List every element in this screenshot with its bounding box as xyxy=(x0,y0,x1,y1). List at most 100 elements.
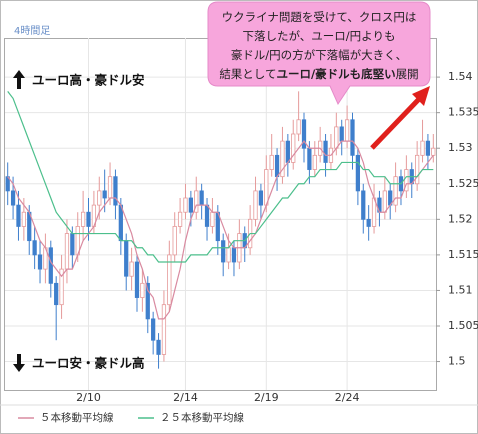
y-tick-label: 1.52 xyxy=(448,212,473,225)
candle-body xyxy=(21,211,26,227)
candle-body xyxy=(102,190,107,199)
legend-label: ２５本移動平均線 xyxy=(160,411,244,424)
candle-body xyxy=(269,154,274,170)
candle-body xyxy=(151,318,156,341)
candle-body xyxy=(291,133,296,163)
candle-body xyxy=(323,140,328,163)
y-tick-label: 1.5 xyxy=(448,355,466,368)
candle-body xyxy=(231,247,237,263)
candle-body xyxy=(80,211,86,227)
candle-body xyxy=(32,240,37,256)
callout-line: 下落したが、ユーロ/円よりも xyxy=(243,29,396,43)
candle-body xyxy=(221,240,226,263)
candle-body xyxy=(253,190,258,220)
callout-segment: 展開 xyxy=(396,67,419,81)
candle-body xyxy=(16,204,21,227)
candle-body xyxy=(307,147,312,170)
annotation: ユーロ安・豪ドル高 xyxy=(32,356,145,371)
candle-body xyxy=(172,226,177,256)
candle-body xyxy=(393,176,398,206)
annotation: ユーロ高・豪ドル安 xyxy=(32,73,145,88)
candle-body xyxy=(183,197,188,213)
callout-segment: ウクライナ問題を受けて、クロス円は xyxy=(222,10,417,24)
moving-average-line xyxy=(7,90,434,263)
candle-body xyxy=(199,190,204,206)
candle-body xyxy=(167,254,172,306)
candle-body xyxy=(48,247,53,284)
candle-body xyxy=(194,190,199,213)
callout-segment: 結果として xyxy=(219,67,276,81)
candle-body xyxy=(124,240,129,277)
moving-average-line xyxy=(7,140,434,320)
down-arrow xyxy=(13,354,25,372)
candle-body xyxy=(431,147,436,156)
candle-body xyxy=(404,169,409,192)
candle-body xyxy=(344,119,350,142)
candle-body xyxy=(161,304,167,355)
candle-body xyxy=(296,119,301,135)
y-tick-label: 1.525 xyxy=(448,177,478,190)
candle-body xyxy=(156,339,161,355)
candle-body xyxy=(382,190,387,213)
candle-body xyxy=(210,211,215,227)
candle-body xyxy=(264,169,269,206)
candle-body xyxy=(355,154,361,192)
x-tick-label: 2/14 xyxy=(173,391,198,404)
x-tick-label: 2/19 xyxy=(254,391,279,404)
candle-body xyxy=(339,126,344,142)
candle-body xyxy=(334,126,339,149)
callout: ウクライナ問題を受けて、クロス円は下落したが、ユーロ/円よりも豪ドル/円の方が下… xyxy=(207,1,431,106)
candle-body xyxy=(37,254,43,270)
candle-body xyxy=(415,154,420,185)
y-tick-label: 1.54 xyxy=(448,70,473,83)
y-tick-label: 1.51 xyxy=(448,283,473,296)
candle-body xyxy=(350,119,355,156)
y-tick-label: 1.515 xyxy=(448,248,478,261)
legend-label: ５本移動平均線 xyxy=(40,411,114,424)
timeframe: 4時間足 xyxy=(14,25,50,37)
candle-body xyxy=(59,268,64,306)
candle-body xyxy=(86,211,91,227)
y-tick-label: 1.505 xyxy=(448,319,478,332)
candle-body xyxy=(10,190,16,206)
plot-area xyxy=(4,38,437,391)
trend-arrow xyxy=(370,96,422,150)
callout-segment: ユーロ/豪ドルも底堅い xyxy=(276,67,395,81)
candle-body xyxy=(258,190,264,206)
candle-body xyxy=(285,140,290,163)
candle-body xyxy=(274,154,280,178)
candle-body xyxy=(97,190,102,206)
candle-body xyxy=(145,282,150,320)
candle-body xyxy=(188,197,193,213)
candle-body xyxy=(107,176,113,199)
candle-body xyxy=(312,154,317,170)
trend-arrow-head xyxy=(412,86,430,106)
y-tick-label: 1.53 xyxy=(448,141,473,154)
legend: ５本移動平均線 ２５本移動平均線 xyxy=(18,411,244,424)
candle-body xyxy=(301,119,307,149)
plot xyxy=(5,38,440,390)
up-arrow xyxy=(13,70,25,89)
candle-body xyxy=(226,247,231,263)
callout-bubble xyxy=(207,1,431,106)
candle-body xyxy=(177,211,183,227)
candle-body xyxy=(5,176,10,192)
candle-body xyxy=(140,282,145,298)
candle-body xyxy=(113,176,118,206)
x-tick-label: 2/10 xyxy=(76,391,101,404)
candle-body xyxy=(118,204,123,242)
callout-text: ウクライナ問題を受けて、クロス円は下落したが、ユーロ/円よりも豪ドル/円の方が下… xyxy=(219,10,418,81)
x-tick-label: 2/24 xyxy=(335,391,360,404)
candle-body xyxy=(361,190,366,220)
candle-body xyxy=(420,140,425,156)
candle-body xyxy=(64,233,70,270)
candle-body xyxy=(425,140,431,156)
y-tick-label: 1.535 xyxy=(448,106,478,119)
candle-body xyxy=(54,282,59,306)
candle-body xyxy=(129,261,134,277)
candle-body xyxy=(134,261,140,298)
callout-segment: 下落したが、ユーロ/円よりも xyxy=(243,29,396,43)
callout-line: 豪ドル/円の方が下落幅が大きく、 xyxy=(231,48,407,62)
callout-line: 結果としてユーロ/豪ドルも底堅い展開 xyxy=(219,67,418,81)
